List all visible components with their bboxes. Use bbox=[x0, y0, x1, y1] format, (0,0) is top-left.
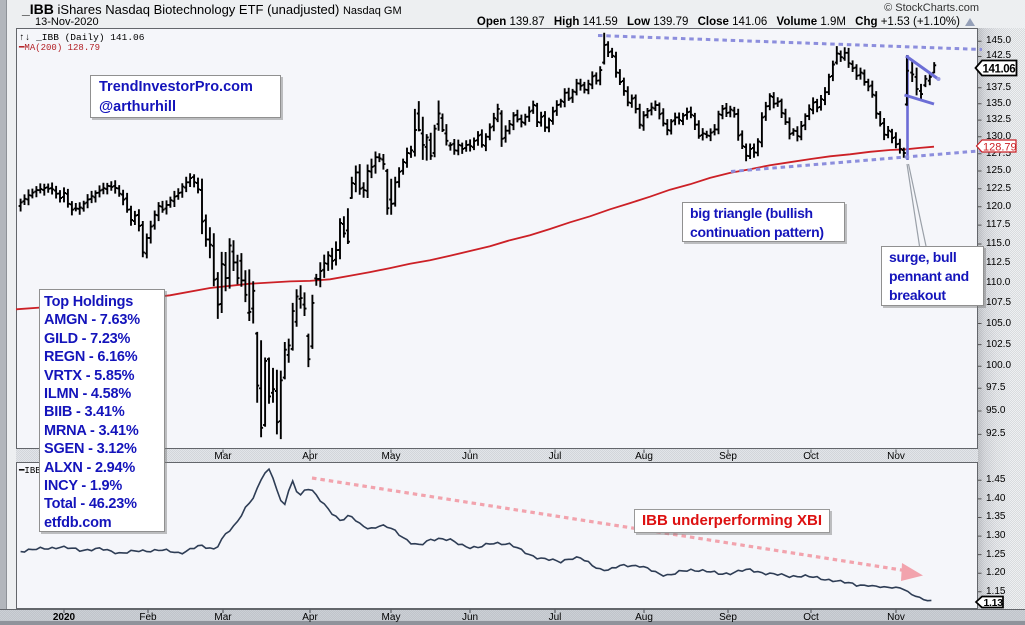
svg-text:141.06: 141.06 bbox=[983, 63, 1016, 75]
svg-text:128.79: 128.79 bbox=[983, 142, 1017, 154]
svg-text:1.13: 1.13 bbox=[984, 597, 1004, 609]
